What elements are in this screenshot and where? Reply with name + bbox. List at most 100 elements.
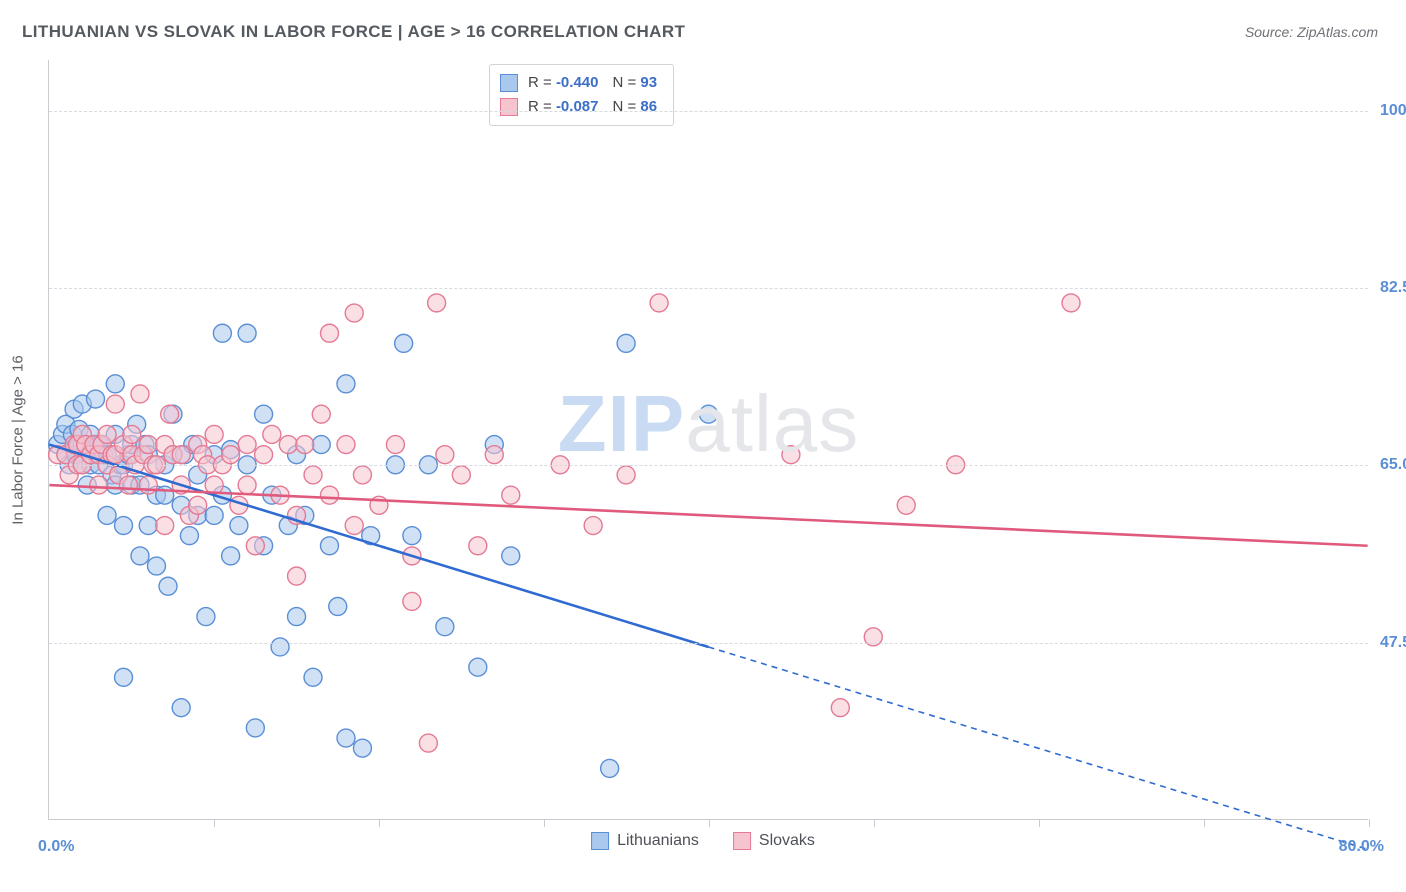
scatter-point bbox=[321, 537, 339, 555]
scatter-point bbox=[98, 506, 116, 524]
scatter-point bbox=[106, 375, 124, 393]
swatch-slovaks bbox=[500, 98, 518, 116]
scatter-point bbox=[897, 496, 915, 514]
correlation-stats-box: R = -0.440N = 93 R = -0.087N = 86 bbox=[489, 64, 674, 126]
x-tick bbox=[1039, 819, 1040, 827]
grid-line bbox=[49, 288, 1368, 289]
y-tick-label: 82.5% bbox=[1370, 279, 1406, 297]
scatter-point bbox=[119, 476, 137, 494]
scatter-point bbox=[288, 608, 306, 626]
stat-text-lithuanians: R = -0.440N = 93 bbox=[528, 71, 657, 95]
scatter-point bbox=[139, 436, 157, 454]
scatter-point bbox=[403, 592, 421, 610]
scatter-point bbox=[386, 436, 404, 454]
scatter-point bbox=[1062, 294, 1080, 312]
scatter-point bbox=[87, 390, 105, 408]
scatter-point bbox=[617, 334, 635, 352]
scatter-point bbox=[123, 425, 141, 443]
scatter-point bbox=[197, 608, 215, 626]
scatter-point bbox=[180, 527, 198, 545]
trend-line bbox=[49, 485, 1367, 546]
y-tick-label: 47.5% bbox=[1370, 634, 1406, 652]
scatter-point bbox=[98, 425, 116, 443]
scatter-point bbox=[139, 517, 157, 535]
scatter-point bbox=[205, 506, 223, 524]
scatter-point bbox=[90, 476, 108, 494]
scatter-point bbox=[353, 466, 371, 484]
scatter-point bbox=[436, 618, 454, 636]
scatter-point bbox=[147, 557, 165, 575]
source-attribution: Source: ZipAtlas.com bbox=[1245, 24, 1378, 40]
scatter-point bbox=[115, 517, 133, 535]
y-tick-label: 100.0% bbox=[1370, 102, 1406, 120]
scatter-point bbox=[321, 324, 339, 342]
scatter-point bbox=[246, 537, 264, 555]
scatter-point bbox=[337, 729, 355, 747]
scatter-point bbox=[452, 466, 470, 484]
scatter-point bbox=[213, 324, 231, 342]
scatter-point bbox=[230, 517, 248, 535]
scatter-point bbox=[601, 759, 619, 777]
scatter-point bbox=[238, 324, 256, 342]
scatter-point bbox=[205, 425, 223, 443]
scatter-point bbox=[161, 405, 179, 423]
scatter-point bbox=[584, 517, 602, 535]
scatter-point bbox=[312, 405, 330, 423]
grid-line bbox=[49, 111, 1368, 112]
scatter-point bbox=[345, 304, 363, 322]
scatter-point bbox=[255, 405, 273, 423]
scatter-point bbox=[189, 496, 207, 514]
y-axis-title: In Labor Force | Age > 16 bbox=[10, 355, 27, 524]
scatter-point bbox=[700, 405, 718, 423]
scatter-point bbox=[159, 577, 177, 595]
grid-line bbox=[49, 465, 1368, 466]
scatter-point bbox=[329, 597, 347, 615]
scatter-point bbox=[469, 658, 487, 676]
grid-line bbox=[49, 643, 1368, 644]
legend-swatch-slovaks bbox=[733, 832, 751, 850]
scatter-point bbox=[436, 446, 454, 464]
x-tick bbox=[379, 819, 380, 827]
scatter-point bbox=[106, 395, 124, 413]
scatter-point bbox=[279, 436, 297, 454]
scatter-point bbox=[263, 425, 281, 443]
bottom-legend: Lithuanians Slovaks bbox=[591, 832, 815, 850]
x-axis-end-label: 80.0% bbox=[1339, 838, 1384, 856]
scatter-point bbox=[353, 739, 371, 757]
scatter-point bbox=[502, 486, 520, 504]
scatter-point bbox=[403, 527, 421, 545]
scatter-point bbox=[172, 446, 190, 464]
scatter-point bbox=[782, 446, 800, 464]
scatter-point bbox=[312, 436, 330, 454]
scatter-point bbox=[139, 476, 157, 494]
legend-item-lithuanians: Lithuanians bbox=[591, 832, 699, 850]
plot-area: R = -0.440N = 93 R = -0.087N = 86 ZIPatl… bbox=[48, 60, 1368, 820]
y-tick-label: 65.0% bbox=[1370, 456, 1406, 474]
scatter-point bbox=[172, 699, 190, 717]
legend-swatch-lithuanians bbox=[591, 832, 609, 850]
chart-title: LITHUANIAN VS SLOVAK IN LABOR FORCE | AG… bbox=[22, 22, 685, 42]
scatter-point bbox=[156, 517, 174, 535]
scatter-point bbox=[650, 294, 668, 312]
scatter-point bbox=[255, 446, 273, 464]
stat-row-lithuanians: R = -0.440N = 93 bbox=[500, 71, 657, 95]
swatch-lithuanians bbox=[500, 74, 518, 92]
legend-label-lithuanians: Lithuanians bbox=[617, 832, 699, 850]
trend-line bbox=[49, 445, 708, 647]
x-axis-start-label: 0.0% bbox=[38, 838, 74, 856]
legend-item-slovaks: Slovaks bbox=[733, 832, 815, 850]
scatter-point bbox=[222, 547, 240, 565]
scatter-point bbox=[419, 734, 437, 752]
scatter-point bbox=[131, 385, 149, 403]
scatter-point bbox=[238, 436, 256, 454]
chart-svg bbox=[49, 60, 1368, 819]
scatter-point bbox=[131, 547, 149, 565]
scatter-point bbox=[337, 375, 355, 393]
scatter-point bbox=[238, 476, 256, 494]
x-tick bbox=[1204, 819, 1205, 827]
x-tick bbox=[214, 819, 215, 827]
scatter-point bbox=[428, 294, 446, 312]
scatter-point bbox=[246, 719, 264, 737]
x-tick bbox=[1369, 819, 1370, 827]
x-tick bbox=[709, 819, 710, 827]
